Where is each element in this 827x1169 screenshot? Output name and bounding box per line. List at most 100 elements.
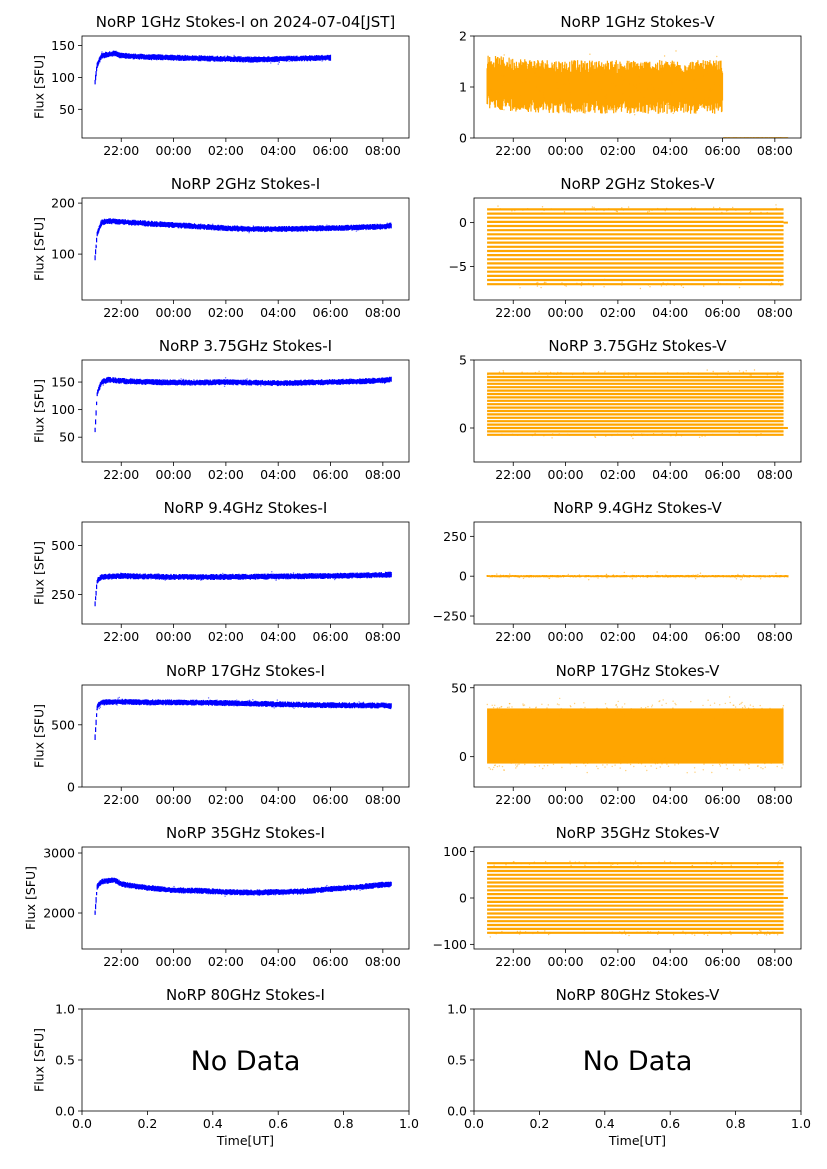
norp-35ghz-stokes-v-outlier-point (767, 931, 769, 933)
norp-17ghz-stokes-i-ytick-label: 0 (67, 780, 75, 795)
norp-80ghz-stokes-v-ytick-label: 0.5 (447, 1053, 467, 1068)
norp-2ghz-stokes-v-outlier-point (561, 282, 563, 284)
norp-17ghz-stokes-v-outlier-point (501, 761, 503, 763)
norp-17ghz-stokes-v-outlier-point (611, 765, 613, 768)
norp-17ghz-stokes-v-outlier-point (748, 767, 750, 770)
norp-17ghz-stokes-v-outlier-point (654, 763, 657, 765)
norp-2ghz-stokes-i-outlier-point (103, 223, 105, 226)
norp-2ghz-stokes-i-ytick-label: 200 (51, 196, 75, 211)
norp-3p75ghz-stokes-v-outlier-point (501, 433, 503, 435)
norp-35ghz-stokes-v-outlier-point (533, 862, 535, 864)
norp-17ghz-stokes-v-outlier-point (747, 763, 749, 765)
norp-2ghz-stokes-i-outlier-point (370, 226, 372, 228)
norp-1ghz-stokes-v-outlier-point (525, 86, 528, 88)
norp-17ghz-stokes-v-outlier-point (530, 708, 532, 711)
norp-2ghz-stokes-v-title: NoRP 2GHz Stokes-V (560, 175, 715, 193)
norp-35ghz-stokes-i-outlier-point (157, 890, 159, 892)
norp-1ghz-stokes-i-outlier-point (101, 52, 103, 55)
norp-35ghz-stokes-i-outlier-point (314, 891, 316, 894)
norp-1ghz-stokes-v-outlier-point (620, 76, 622, 79)
norp-17ghz-stokes-i-xtick-label: 02:00 (208, 792, 244, 807)
norp-9p4ghz-stokes-i-outlier-point (268, 577, 270, 579)
norp-9p4ghz-stokes-i-xtick-label: 06:00 (313, 629, 349, 644)
norp-1ghz-stokes-v-outlier-point (563, 83, 566, 86)
norp-35ghz-stokes-i-xtick-label: 00:00 (156, 954, 192, 969)
norp-3p75ghz-stokes-v-panel: 22:00 00:00 02:00 04:00 06:00 08:00 0 5 NoRP 3.7… (459, 337, 802, 482)
norp-17ghz-stokes-v-outlier-point (583, 702, 585, 704)
norp-2ghz-stokes-v-outlier-point (717, 281, 720, 283)
norp-35ghz-stokes-i-outlier-point (322, 889, 324, 891)
norp-3p75ghz-stokes-v-outlier-point (604, 370, 606, 372)
norp-1ghz-stokes-v-outlier-point (684, 95, 686, 98)
norp-1ghz-stokes-v-outlier-point (668, 81, 670, 83)
norp-17ghz-stokes-v-outlier-point (655, 767, 658, 770)
norp-1ghz-stokes-v-outlier-point (588, 94, 590, 96)
norp-35ghz-stokes-i-outlier-point (330, 890, 332, 892)
norp-17ghz-stokes-i-outlier-point (312, 705, 314, 707)
norp-3p75ghz-stokes-i-outlier-point (296, 381, 298, 384)
norp-9p4ghz-stokes-v-outlier-point (529, 574, 531, 577)
norp-1ghz-stokes-v-outlier-point (596, 86, 599, 88)
norp-17ghz-stokes-v-outlier-point (674, 702, 676, 705)
norp-1ghz-stokes-v-outlier-point (542, 94, 544, 96)
norp-9p4ghz-stokes-v-outlier-point (645, 575, 648, 578)
norp-3p75ghz-stokes-i-outlier-point (223, 385, 226, 387)
norp-9p4ghz-stokes-v-xtick-label: 08:00 (757, 629, 793, 644)
norp-2ghz-stokes-v-outlier-point (708, 208, 710, 210)
norp-3p75ghz-stokes-v-outlier-point (767, 373, 769, 375)
norp-3p75ghz-stokes-i-title: NoRP 3.75GHz Stokes-I (159, 337, 332, 355)
norp-35ghz-stokes-v-outlier-point (505, 864, 507, 866)
norp-2ghz-stokes-i-outlier-point (247, 226, 249, 228)
norp-17ghz-stokes-i-outlier-point (211, 702, 213, 705)
norp-80ghz-stokes-v-xlabel: Time[UT] (608, 1133, 666, 1148)
norp-35ghz-stokes-i-outlier-point (209, 891, 211, 893)
norp-17ghz-stokes-v-outlier-point (752, 761, 754, 763)
norp-35ghz-stokes-v-outlier-point (520, 862, 522, 865)
norp-17ghz-stokes-v-outlier-point (640, 761, 643, 763)
norp-17ghz-stokes-v-outlier-point (651, 706, 653, 708)
norp-17ghz-stokes-v-outlier-point (590, 759, 592, 762)
norp-9p4ghz-stokes-i-xtick-label: 22:00 (103, 629, 139, 644)
norp-1ghz-stokes-v-outlier-point (589, 74, 592, 76)
norp-1ghz-stokes-i-outlier-point (113, 54, 115, 56)
norp-35ghz-stokes-i-outlier-point (136, 887, 138, 889)
norp-17ghz-stokes-v-outlier-point (603, 760, 605, 762)
norp-1ghz-stokes-v-outlier-point (606, 94, 608, 96)
norp-3p75ghz-stokes-v-outlier-point (498, 371, 501, 373)
norp-17ghz-stokes-v-outlier-point (516, 754, 518, 756)
norp-1ghz-stokes-i-series-band (94, 50, 332, 85)
norp-9p4ghz-stokes-i-outlier-point (390, 574, 393, 576)
norp-2ghz-stokes-v-xtick-label: 04:00 (652, 305, 688, 320)
norp-1ghz-stokes-v-outlier-point (620, 108, 622, 110)
norp-9p4ghz-stokes-i-outlier-point (222, 572, 224, 575)
norp-35ghz-stokes-i-outlier-point (346, 889, 348, 891)
norp-17ghz-stokes-v-outlier-point (514, 760, 516, 762)
norp-35ghz-stokes-i-outlier-point (248, 891, 251, 893)
norp-1ghz-stokes-v-outlier-point (496, 78, 499, 81)
norp-3p75ghz-stokes-i-ytick-label: 100 (51, 402, 75, 417)
norp-17ghz-stokes-v-dense-band (487, 708, 784, 764)
norp-2ghz-stokes-i-series-band (94, 218, 392, 261)
norp-1ghz-stokes-v-outlier-point (714, 70, 716, 72)
norp-2ghz-stokes-i-outlier-point (252, 225, 255, 227)
norp-1ghz-stokes-i-outlier-point (260, 58, 263, 61)
norp-35ghz-stokes-i-outlier-point (139, 884, 141, 887)
norp-80ghz-stokes-i-panel: No Data 0.0 0.2 0.4 0.6 0.8 1.0 0.0 0.5 1.0 NoRP 8… (31, 986, 419, 1148)
norp-9p4ghz-stokes-v-outlier-point (740, 579, 742, 581)
norp-17ghz-stokes-v-outlier-point (710, 757, 712, 759)
norp-17ghz-stokes-v-outlier-point (535, 707, 537, 709)
norp-35ghz-stokes-v-outlier-point (696, 931, 698, 933)
norp-2ghz-stokes-i-outlier-point (210, 226, 212, 229)
norp-1ghz-stokes-v-outlier-point (643, 71, 645, 74)
norp-35ghz-stokes-i-ytick-label: 2000 (43, 906, 75, 921)
norp-35ghz-stokes-v-outlier-point (779, 860, 781, 862)
norp-2ghz-stokes-i-outlier-point (111, 221, 114, 223)
norp-35ghz-stokes-v-outlier-point (756, 933, 758, 936)
norp-3p75ghz-stokes-i-xtick-label: 06:00 (313, 467, 349, 482)
norp-35ghz-stokes-i-outlier-point (384, 882, 386, 884)
norp-2ghz-stokes-v-outlier-point (740, 280, 742, 282)
norp-17ghz-stokes-v-outlier-point (696, 758, 698, 761)
norp-3p75ghz-stokes-i-outlier-point (111, 380, 114, 382)
norp-35ghz-stokes-v-outlier-point (730, 864, 732, 866)
norp-9p4ghz-stokes-v-ytick-label: 250 (443, 529, 467, 544)
